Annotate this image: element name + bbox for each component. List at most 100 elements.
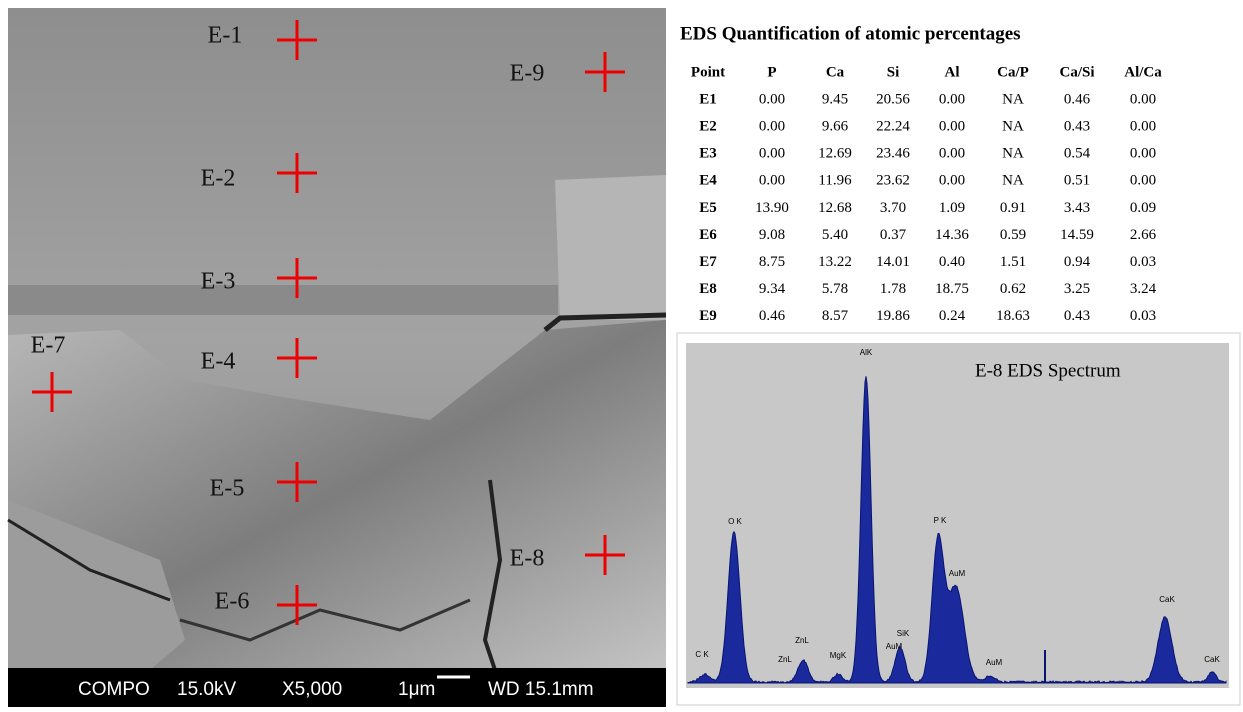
table-cell: 0.00 [939,146,965,162]
spectrum-title: E-8 EDS Spectrum [975,360,1121,381]
peak-label: ZnL [778,655,792,664]
table-cell: 8.57 [822,308,849,324]
marker-label: E-4 [201,349,236,375]
table-cell: NA [1002,91,1024,107]
table-cell: 0.94 [1064,254,1091,270]
table-cell: 23.62 [876,173,910,189]
table-cell: NA [1002,173,1024,189]
table-cell: 0.03 [1130,254,1156,270]
table-cell: E9 [699,308,717,324]
marker-label: E-7 [31,333,66,359]
table-cell: 5.78 [822,281,848,297]
table-cell: 0.51 [1064,173,1090,189]
marker-label: E-6 [215,589,250,615]
info-text: COMPO [78,679,150,700]
table: Point P Ca Si Al Ca/P Ca/Si Al/Ca E1 0.00 9.45 20.5… [691,64,1162,324]
table-header: Ca [826,64,845,80]
table-header: Al/Ca [1124,64,1162,80]
peak-label: CaK [1204,655,1220,664]
peak-label: AuM [886,642,903,651]
table-cell: E3 [699,146,717,162]
peak-label: AuM [949,569,966,578]
table-cell: 0.00 [1130,146,1156,162]
table-cell: 9.66 [822,119,849,135]
table-cell: 5.40 [822,227,848,243]
peak-label: O K [728,517,742,526]
info-text: X5,000 [282,679,342,700]
peak-label: MgK [830,651,847,660]
peak-label: SiK [897,629,910,638]
table-cell: 0.00 [939,119,965,135]
table-cell: 11.96 [818,173,852,189]
table-cell: 0.37 [880,227,907,243]
marker-label: E-8 [510,546,545,572]
table-cell: 0.46 [759,308,786,324]
table-cell: 19.86 [876,308,910,324]
table-cell: 9.34 [759,281,786,297]
table-cell: 23.46 [876,146,910,162]
table-title: EDS Quantification of atomic percentages [680,23,1021,44]
peak-label: P K [934,516,947,525]
info-text: 1μm [398,679,435,700]
table-cell: 14.36 [935,227,969,243]
table-header: Al [945,64,960,80]
table-cell: 14.01 [876,254,910,270]
table-cell: 20.56 [876,91,910,107]
table-cell: E4 [699,173,717,189]
table-cell: 1.78 [880,281,906,297]
table-cell: 0.00 [759,119,785,135]
table-header: P [767,64,776,80]
peak-label: C K [695,650,709,659]
table-cell: 9.08 [759,227,785,243]
table-cell: NA [1002,119,1024,135]
table-cell: 0.43 [1064,119,1090,135]
table-cell: 13.90 [755,200,789,216]
table-cell: 3.43 [1064,200,1090,216]
table-cell: 0.00 [939,173,965,189]
table-cell: E2 [699,119,717,135]
table-cell: 18.75 [935,281,969,297]
table-cell: 0.62 [1000,281,1026,297]
table-cell: 0.59 [1000,227,1026,243]
table-cell: E7 [699,254,717,270]
table-cell: 0.00 [939,91,965,107]
table-cell: 0.00 [1130,173,1156,189]
table-cell: 0.00 [759,91,785,107]
peak-label: ZnL [795,636,809,645]
table-cell: 8.75 [759,254,785,270]
table-cell: 0.24 [939,308,966,324]
table-cell: 3.25 [1064,281,1090,297]
table-cell: 9.45 [822,91,848,107]
table-header: Ca/P [997,64,1029,80]
table-cell: 0.54 [1064,146,1091,162]
table-cell: 0.00 [759,173,785,189]
table-cell: E8 [699,281,717,297]
marker-label: E-2 [201,166,236,192]
table-cell: 3.70 [880,200,906,216]
table-cell: 18.63 [996,308,1030,324]
table-cell: E5 [699,200,717,216]
table-cell: 0.46 [1064,91,1091,107]
table-cell: 0.91 [1000,200,1026,216]
table-cell: 0.00 [1130,91,1156,107]
peak-label: AuM [986,658,1003,667]
table-cell: 0.09 [1130,200,1156,216]
table-cell: 0.00 [1130,119,1156,135]
table-cell: 12.69 [818,146,852,162]
table-cell: 1.09 [939,200,965,216]
sem-image [8,8,666,707]
info-text: 15.0kV [177,679,236,700]
peak-label: CaK [1159,595,1175,604]
table-cell: 0.00 [759,146,785,162]
table-cell: 0.03 [1130,308,1156,324]
table-cell: 13.22 [818,254,852,270]
table-cell: 2.66 [1130,227,1157,243]
table-cell: 14.59 [1060,227,1094,243]
table-header: Ca/Si [1059,64,1094,80]
marker-label: E-3 [201,269,236,295]
table-cell: 3.24 [1130,281,1157,297]
table-cell: 1.51 [1000,254,1026,270]
table-cell: 12.68 [818,200,852,216]
table-cell: E1 [699,91,717,107]
